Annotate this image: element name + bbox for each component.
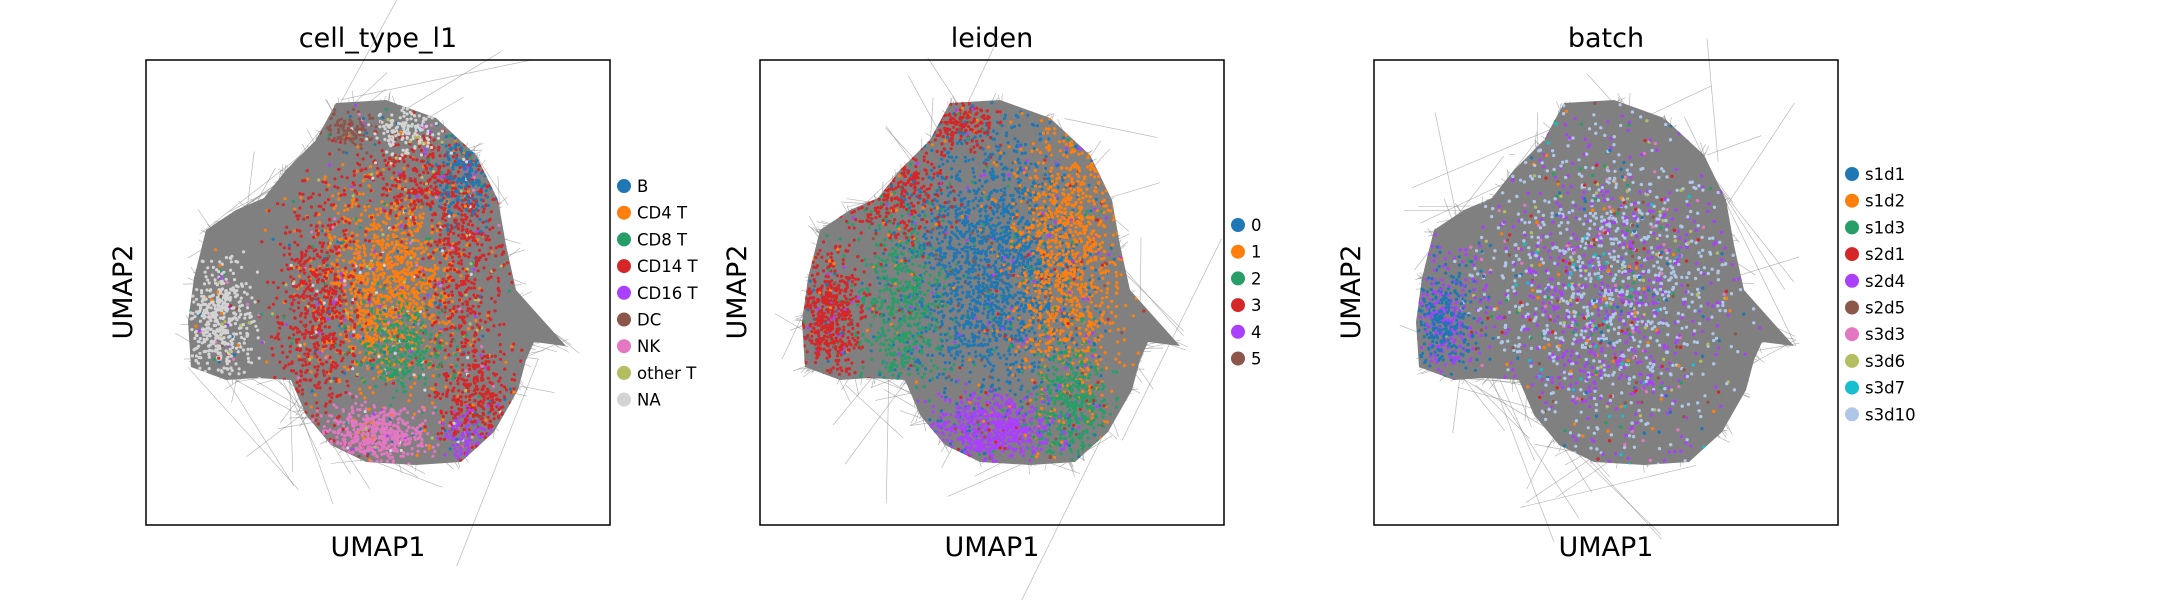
legend-label: s3d7 [1865, 379, 1905, 398]
legend-label: s2d5 [1865, 299, 1905, 318]
x-axis-label: UMAP1 [331, 532, 426, 563]
x-axis-label: UMAP1 [1559, 532, 1654, 563]
legend-marker [617, 365, 631, 380]
legend-marker [617, 339, 631, 354]
legend-label: 1 [1251, 243, 1262, 262]
legend-marker [1845, 407, 1859, 422]
umap-scatter-plot [774, 35, 1222, 600]
legend-marker [617, 232, 631, 247]
panel-batch: batch UMAP1 UMAP2 s1d1 s1d2 s1d3 s2d1 s2d4 s2… [1336, 23, 1916, 563]
legend-label: s2d4 [1865, 272, 1905, 291]
legend-marker [1231, 298, 1245, 313]
legend-marker [617, 205, 631, 220]
legend-marker [1845, 193, 1859, 208]
legend: 0 1 2 3 4 5 [1231, 216, 1262, 369]
legend-label: CD4 T [637, 204, 688, 223]
legend-marker [1845, 380, 1859, 395]
legend-label: s1d3 [1865, 218, 1905, 237]
legend-marker [617, 312, 631, 327]
legend-marker [617, 179, 631, 193]
legend-label: 0 [1251, 216, 1262, 235]
legend-label: CD16 T [637, 284, 698, 303]
legend-marker [1231, 351, 1245, 366]
panel-title: cell_type_l1 [299, 23, 457, 54]
y-axis-label: UMAP2 [722, 245, 753, 340]
legend-label: s3d10 [1865, 405, 1916, 424]
y-axis-label: UMAP2 [108, 245, 139, 340]
panel-title: leiden [951, 23, 1033, 54]
legend-label: CD14 T [637, 257, 698, 276]
legend-label: 4 [1251, 323, 1262, 342]
legend-marker [1845, 247, 1859, 262]
legend-marker [617, 285, 631, 300]
legend-label: NK [637, 337, 661, 356]
legend-marker [1845, 167, 1859, 181]
legend-marker [1231, 271, 1245, 286]
umap-scatter-plot [1399, 38, 1800, 542]
legend-label: 5 [1251, 350, 1262, 369]
legend-label: NA [637, 391, 661, 410]
legend-marker [1231, 324, 1245, 339]
legend-label: other T [637, 364, 697, 383]
legend: s1d1 s1d2 s1d3 s2d1 s2d4 s2d5 s3d3 s3d6 s3d7 s3d1… [1845, 165, 1916, 424]
legend-label: s1d2 [1865, 192, 1905, 211]
legend-label: CD8 T [637, 230, 688, 249]
legend-marker [1845, 327, 1859, 342]
legend-label: B [637, 177, 648, 196]
legend-marker [1231, 218, 1245, 232]
legend-label: DC [637, 311, 661, 330]
legend-marker [617, 259, 631, 274]
plot-frame [145, 59, 611, 526]
plot-frame [1373, 59, 1839, 526]
plot-frame [759, 59, 1225, 526]
graph-body [1416, 100, 1794, 465]
legend-marker [1845, 353, 1859, 368]
legend: B CD4 T CD8 T CD14 T CD16 T DC NK other T NA [617, 177, 698, 410]
legend-label: 2 [1251, 269, 1262, 288]
legend-marker [1231, 244, 1245, 259]
legend-marker [617, 392, 631, 407]
umap-scatter-plot [175, 0, 580, 567]
legend-marker [1845, 300, 1859, 315]
legend-marker [1845, 273, 1859, 288]
panel-cell-type-l1: cell_type_l1 UMAP1 UMAP2 B CD4 T CD8 T CD14… [108, 0, 698, 567]
point-cloud [802, 100, 1158, 465]
panel-leiden: leiden UMAP1 UMAP2 0 1 2 3 4 5 [722, 23, 1262, 600]
y-axis-label: UMAP2 [1336, 245, 1367, 340]
legend-label: 3 [1251, 296, 1262, 315]
legend-label: s3d3 [1865, 325, 1905, 344]
legend-label: s3d6 [1865, 352, 1905, 371]
panel-title: batch [1568, 23, 1644, 54]
legend-marker [1845, 220, 1859, 235]
legend-label: s1d1 [1865, 165, 1905, 184]
x-axis-label: UMAP1 [945, 532, 1040, 563]
legend-label: s2d1 [1865, 245, 1905, 264]
